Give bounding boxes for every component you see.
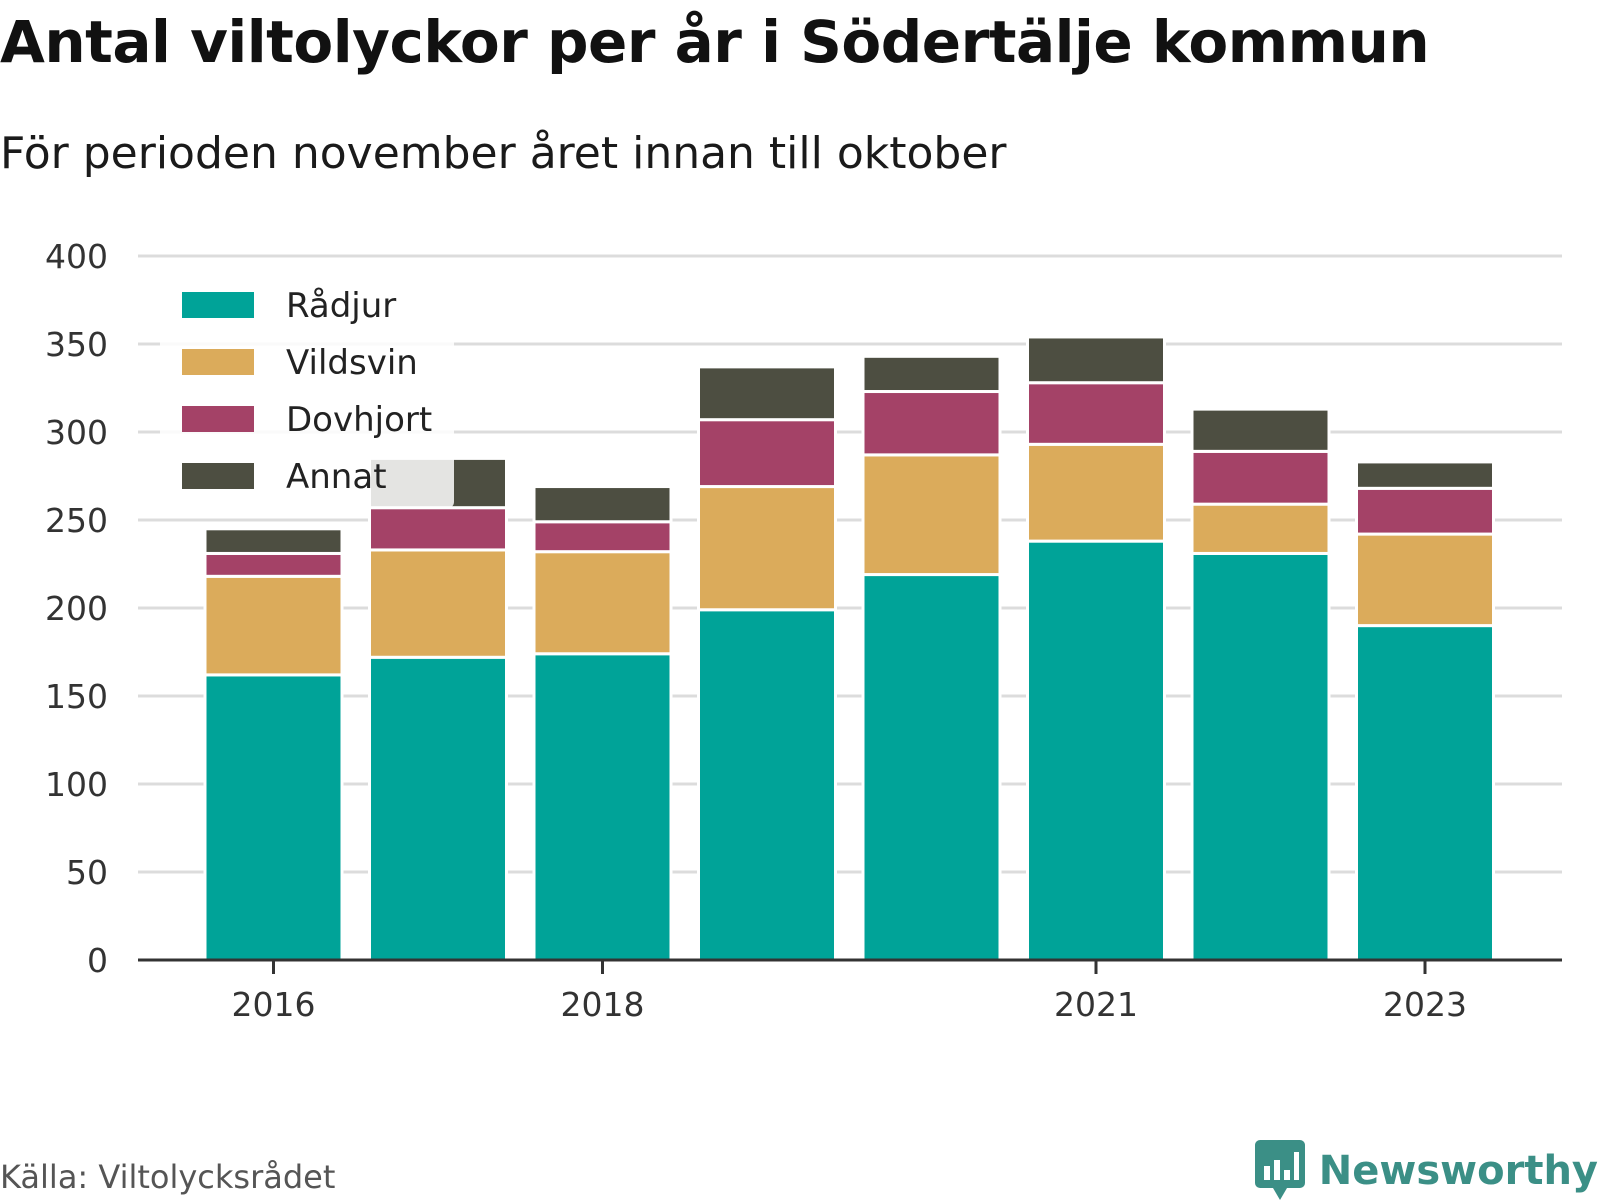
legend-swatch — [182, 292, 254, 318]
bar-segment — [203, 551, 344, 578]
bar-segment — [368, 506, 508, 552]
bar-segment — [532, 485, 673, 524]
brand-name: Newsworthy — [1318, 1148, 1598, 1194]
y-tick-label: 200 — [45, 589, 108, 628]
y-tick-label: 50 — [66, 853, 108, 892]
bar-segment — [1355, 624, 1495, 962]
legend-swatch — [182, 463, 254, 489]
bar-segment — [1190, 502, 1331, 555]
legend-swatch — [182, 406, 254, 432]
x-tick-label: 2016 — [232, 985, 316, 1024]
legend-background — [160, 270, 454, 508]
y-tick-label: 0 — [87, 941, 108, 980]
y-tick-label: 250 — [45, 501, 108, 540]
bar-segment — [532, 520, 673, 554]
bar-segment — [1190, 449, 1331, 506]
bar-segment — [203, 527, 344, 555]
bar-segment — [1190, 551, 1331, 962]
y-tick-label: 350 — [45, 325, 108, 364]
bar-segment — [203, 574, 344, 677]
bar-segment — [1190, 407, 1331, 453]
bar-segment — [861, 453, 1002, 577]
bar-segment — [203, 673, 344, 962]
chart-title: Antal viltolyckor per år i Södertälje ko… — [0, 8, 1430, 76]
bar-segment — [1355, 486, 1495, 536]
bar-segment — [697, 485, 837, 612]
x-tick-label: 2021 — [1054, 985, 1138, 1024]
y-tick-label: 100 — [45, 765, 108, 804]
bar-segment — [861, 573, 1002, 962]
y-tick-label: 300 — [45, 413, 108, 452]
legend-label: Rådjur — [286, 286, 396, 326]
x-tick-label: 2023 — [1383, 985, 1467, 1024]
legend-swatch — [182, 349, 254, 375]
bar-segment — [1026, 335, 1166, 385]
newsworthy-chart-bubble-icon — [1254, 1140, 1305, 1200]
bar-segment — [1026, 381, 1166, 446]
bar-segment — [1355, 460, 1495, 490]
bar-segment — [368, 655, 508, 962]
bar-segment — [1026, 539, 1166, 962]
bar-segment — [697, 418, 837, 489]
legend-label: Vildsvin — [286, 343, 418, 383]
y-tick-label: 400 — [45, 237, 108, 276]
bar-segment — [532, 550, 673, 656]
bar-segment — [532, 652, 673, 962]
bar-segment — [1355, 532, 1495, 628]
source-note: Källa: Viltolycksrådet — [0, 1158, 336, 1196]
legend-label: Dovhjort — [286, 400, 432, 440]
bar-segment — [861, 354, 1002, 394]
bar-segment — [697, 365, 837, 422]
bar-segment — [697, 608, 837, 962]
chart-subtitle: För perioden november året innan till ok… — [0, 128, 1007, 179]
y-tick-label: 150 — [45, 677, 108, 716]
newsworthy-logo[interactable]: Newsworthy — [1254, 1140, 1598, 1202]
legend-label: Annat — [286, 457, 387, 497]
bar-segment — [1026, 442, 1166, 543]
bar-segment — [368, 548, 508, 659]
x-tick-label: 2018 — [561, 985, 645, 1024]
bar-segment — [861, 390, 1002, 457]
